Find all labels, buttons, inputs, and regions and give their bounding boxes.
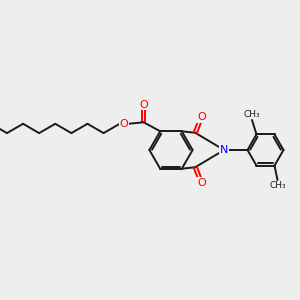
- Text: CH₃: CH₃: [244, 110, 260, 118]
- Text: O: O: [139, 100, 148, 110]
- Text: CH₃: CH₃: [269, 182, 286, 190]
- Text: O: O: [197, 178, 206, 188]
- Text: O: O: [197, 112, 206, 122]
- Text: N: N: [220, 145, 228, 155]
- Text: O: O: [120, 119, 129, 129]
